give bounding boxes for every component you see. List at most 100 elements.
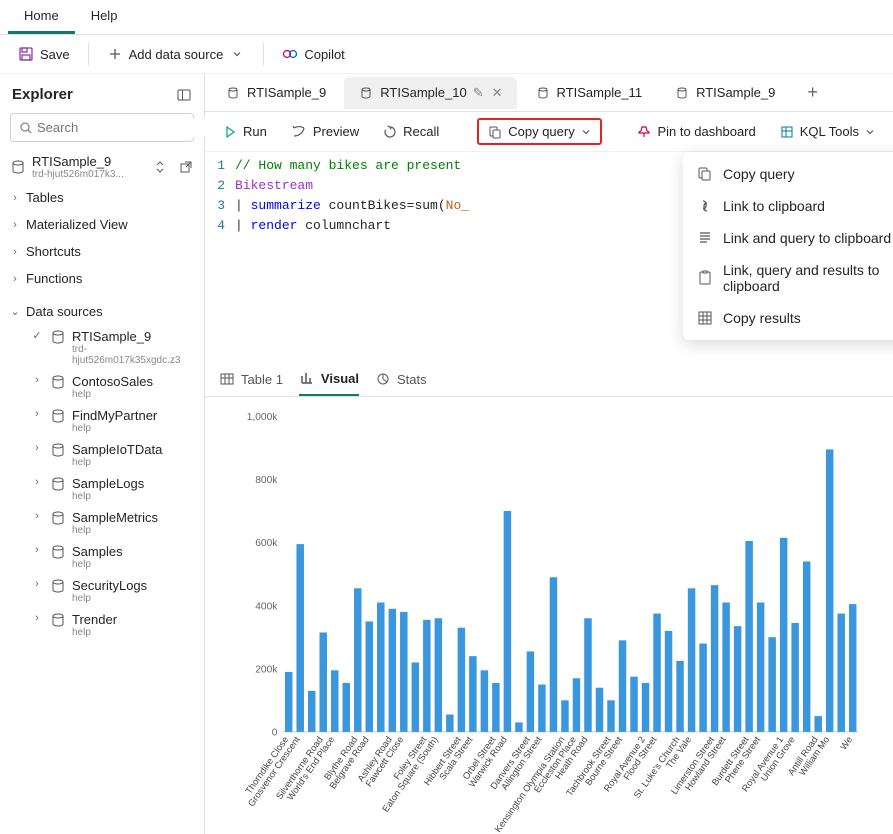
kql-tools-button[interactable]: KQL Tools [770, 118, 885, 145]
data-source-item[interactable]: ›Trenderhelp [4, 608, 204, 642]
data-source-item[interactable]: ›ContosoSaleshelp [4, 370, 204, 404]
tree-section[interactable]: ›Tables [0, 184, 204, 211]
pin-button[interactable]: Pin to dashboard [627, 118, 765, 145]
menu-item-label: Link to clipboard [723, 198, 825, 214]
data-source-item[interactable]: › Sampleshelp [4, 540, 204, 574]
updown-icon[interactable] [152, 159, 168, 175]
chevron-right-icon: › [10, 219, 20, 231]
ds-name: Samples [72, 544, 194, 559]
ds-name: ContosoSales [72, 374, 194, 389]
svg-text:800k: 800k [255, 475, 278, 486]
ds-sub: help [72, 559, 194, 570]
database-icon [50, 510, 66, 526]
top-tab-help[interactable]: Help [75, 0, 134, 34]
data-sources-header[interactable]: ⌄ Data sources [0, 298, 204, 325]
top-tab-home[interactable]: Home [8, 0, 75, 34]
dropdown-item[interactable]: Link to clipboard [683, 190, 893, 222]
database-icon [535, 85, 551, 101]
search-input[interactable] [33, 118, 217, 137]
data-source-item[interactable]: ✓RTISample_9trd-hjut526m017k35xgdc.z3 [4, 325, 204, 370]
dropdown-item[interactable]: Copy results [683, 302, 893, 334]
dropdown-item[interactable]: Copy query [683, 158, 893, 190]
column-chart: 0200k400k600k800k1,000kThorndike CloseGr… [215, 407, 893, 834]
menu-item-icon [697, 198, 713, 214]
database-icon [50, 374, 66, 390]
svg-text:400k: 400k [255, 601, 278, 612]
chevron-right-icon: › [30, 374, 44, 386]
pin-label: Pin to dashboard [657, 124, 755, 139]
menu-item-icon [697, 230, 713, 246]
ds-name: Trender [72, 612, 194, 627]
file-tab[interactable]: RTISample_9 [211, 77, 340, 109]
tree-section[interactable]: ›Functions [0, 265, 204, 292]
save-icon [18, 46, 34, 62]
recall-label: Recall [403, 124, 439, 139]
result-tab-icon [375, 371, 391, 387]
new-tab-button[interactable]: + [791, 82, 834, 103]
search-icon [19, 120, 33, 136]
explorer-panel: Explorer RTISample_9 trd-hjut526m017k3..… [0, 74, 205, 834]
dropdown-item[interactable]: Link, query and results to clipboard [683, 254, 893, 302]
chevron-right-icon: › [10, 273, 20, 285]
ds-name: SampleMetrics [72, 510, 194, 525]
data-source-item[interactable]: › SampleMetricshelp [4, 506, 204, 540]
result-tab-label: Stats [397, 372, 427, 387]
svg-text:1,000k: 1,000k [247, 412, 279, 423]
chevron-down-icon [581, 127, 591, 137]
database-icon [50, 578, 66, 594]
edit-icon[interactable]: ✎ [473, 85, 484, 101]
save-label: Save [40, 47, 70, 62]
chevron-right-icon: › [30, 510, 44, 522]
dropdown-item[interactable]: Link and query to clipboard [683, 222, 893, 254]
close-icon[interactable]: ✕ [492, 85, 503, 101]
recall-icon [383, 125, 397, 139]
save-button[interactable]: Save [8, 41, 80, 67]
database-icon [358, 85, 374, 101]
file-tab[interactable]: RTISample_11 [521, 77, 657, 109]
data-source-item[interactable]: ›SampleLogshelp [4, 472, 204, 506]
tree-section[interactable]: › Materialized View [0, 211, 204, 238]
copilot-button[interactable]: Copilot [272, 41, 354, 67]
database-icon [50, 544, 66, 560]
ds-sub: help [72, 525, 194, 536]
database-icon [50, 329, 66, 345]
database-name: RTISample_9 [32, 154, 146, 169]
add-source-button[interactable]: Add data source [97, 41, 256, 67]
search-box[interactable] [10, 113, 194, 142]
database-icon [50, 476, 66, 492]
chevron-right-icon: › [30, 408, 44, 420]
chevron-right-icon: › [30, 612, 44, 624]
preview-icon [291, 125, 307, 139]
data-source-item[interactable]: ›SampleIoTDatahelp [4, 438, 204, 472]
menu-item-label: Link and query to clipboard [723, 230, 891, 246]
explorer-title: Explorer [12, 86, 73, 103]
popout-icon[interactable] [178, 159, 194, 175]
panel-collapse-icon[interactable] [176, 87, 192, 103]
preview-button[interactable]: Preview [281, 118, 369, 145]
file-tab[interactable]: RTISample_10✎✕ [344, 77, 516, 109]
play-icon [223, 125, 237, 139]
run-label: Run [243, 124, 267, 139]
current-database[interactable]: RTISample_9 trd-hjut526m017k3... [0, 150, 204, 184]
tree-section[interactable]: ›Shortcuts [0, 238, 204, 265]
section-label: Materialized View [26, 217, 128, 232]
database-icon [225, 85, 241, 101]
data-source-item[interactable]: ›FindMyPartnerhelp [4, 404, 204, 438]
file-tab[interactable]: RTISample_9 [660, 77, 789, 109]
result-tab-label: Table 1 [241, 372, 283, 387]
result-tab[interactable]: Visual [299, 370, 359, 396]
kql-icon [780, 125, 794, 139]
data-source-item[interactable]: ›SecurityLogshelp [4, 574, 204, 608]
tab-label: RTISample_11 [557, 85, 643, 100]
result-tab[interactable]: Table 1 [219, 370, 283, 396]
database-icon [50, 442, 66, 458]
tab-label: RTISample_9 [696, 85, 775, 100]
run-button[interactable]: Run [213, 118, 277, 145]
copy-query-button[interactable]: Copy query [477, 118, 601, 145]
plus-icon [107, 46, 123, 62]
chevron-right-icon: › [30, 544, 44, 556]
recall-button[interactable]: Recall [373, 118, 449, 145]
preview-label: Preview [313, 124, 359, 139]
result-tab-icon [219, 371, 235, 387]
result-tab[interactable]: Stats [375, 370, 427, 396]
